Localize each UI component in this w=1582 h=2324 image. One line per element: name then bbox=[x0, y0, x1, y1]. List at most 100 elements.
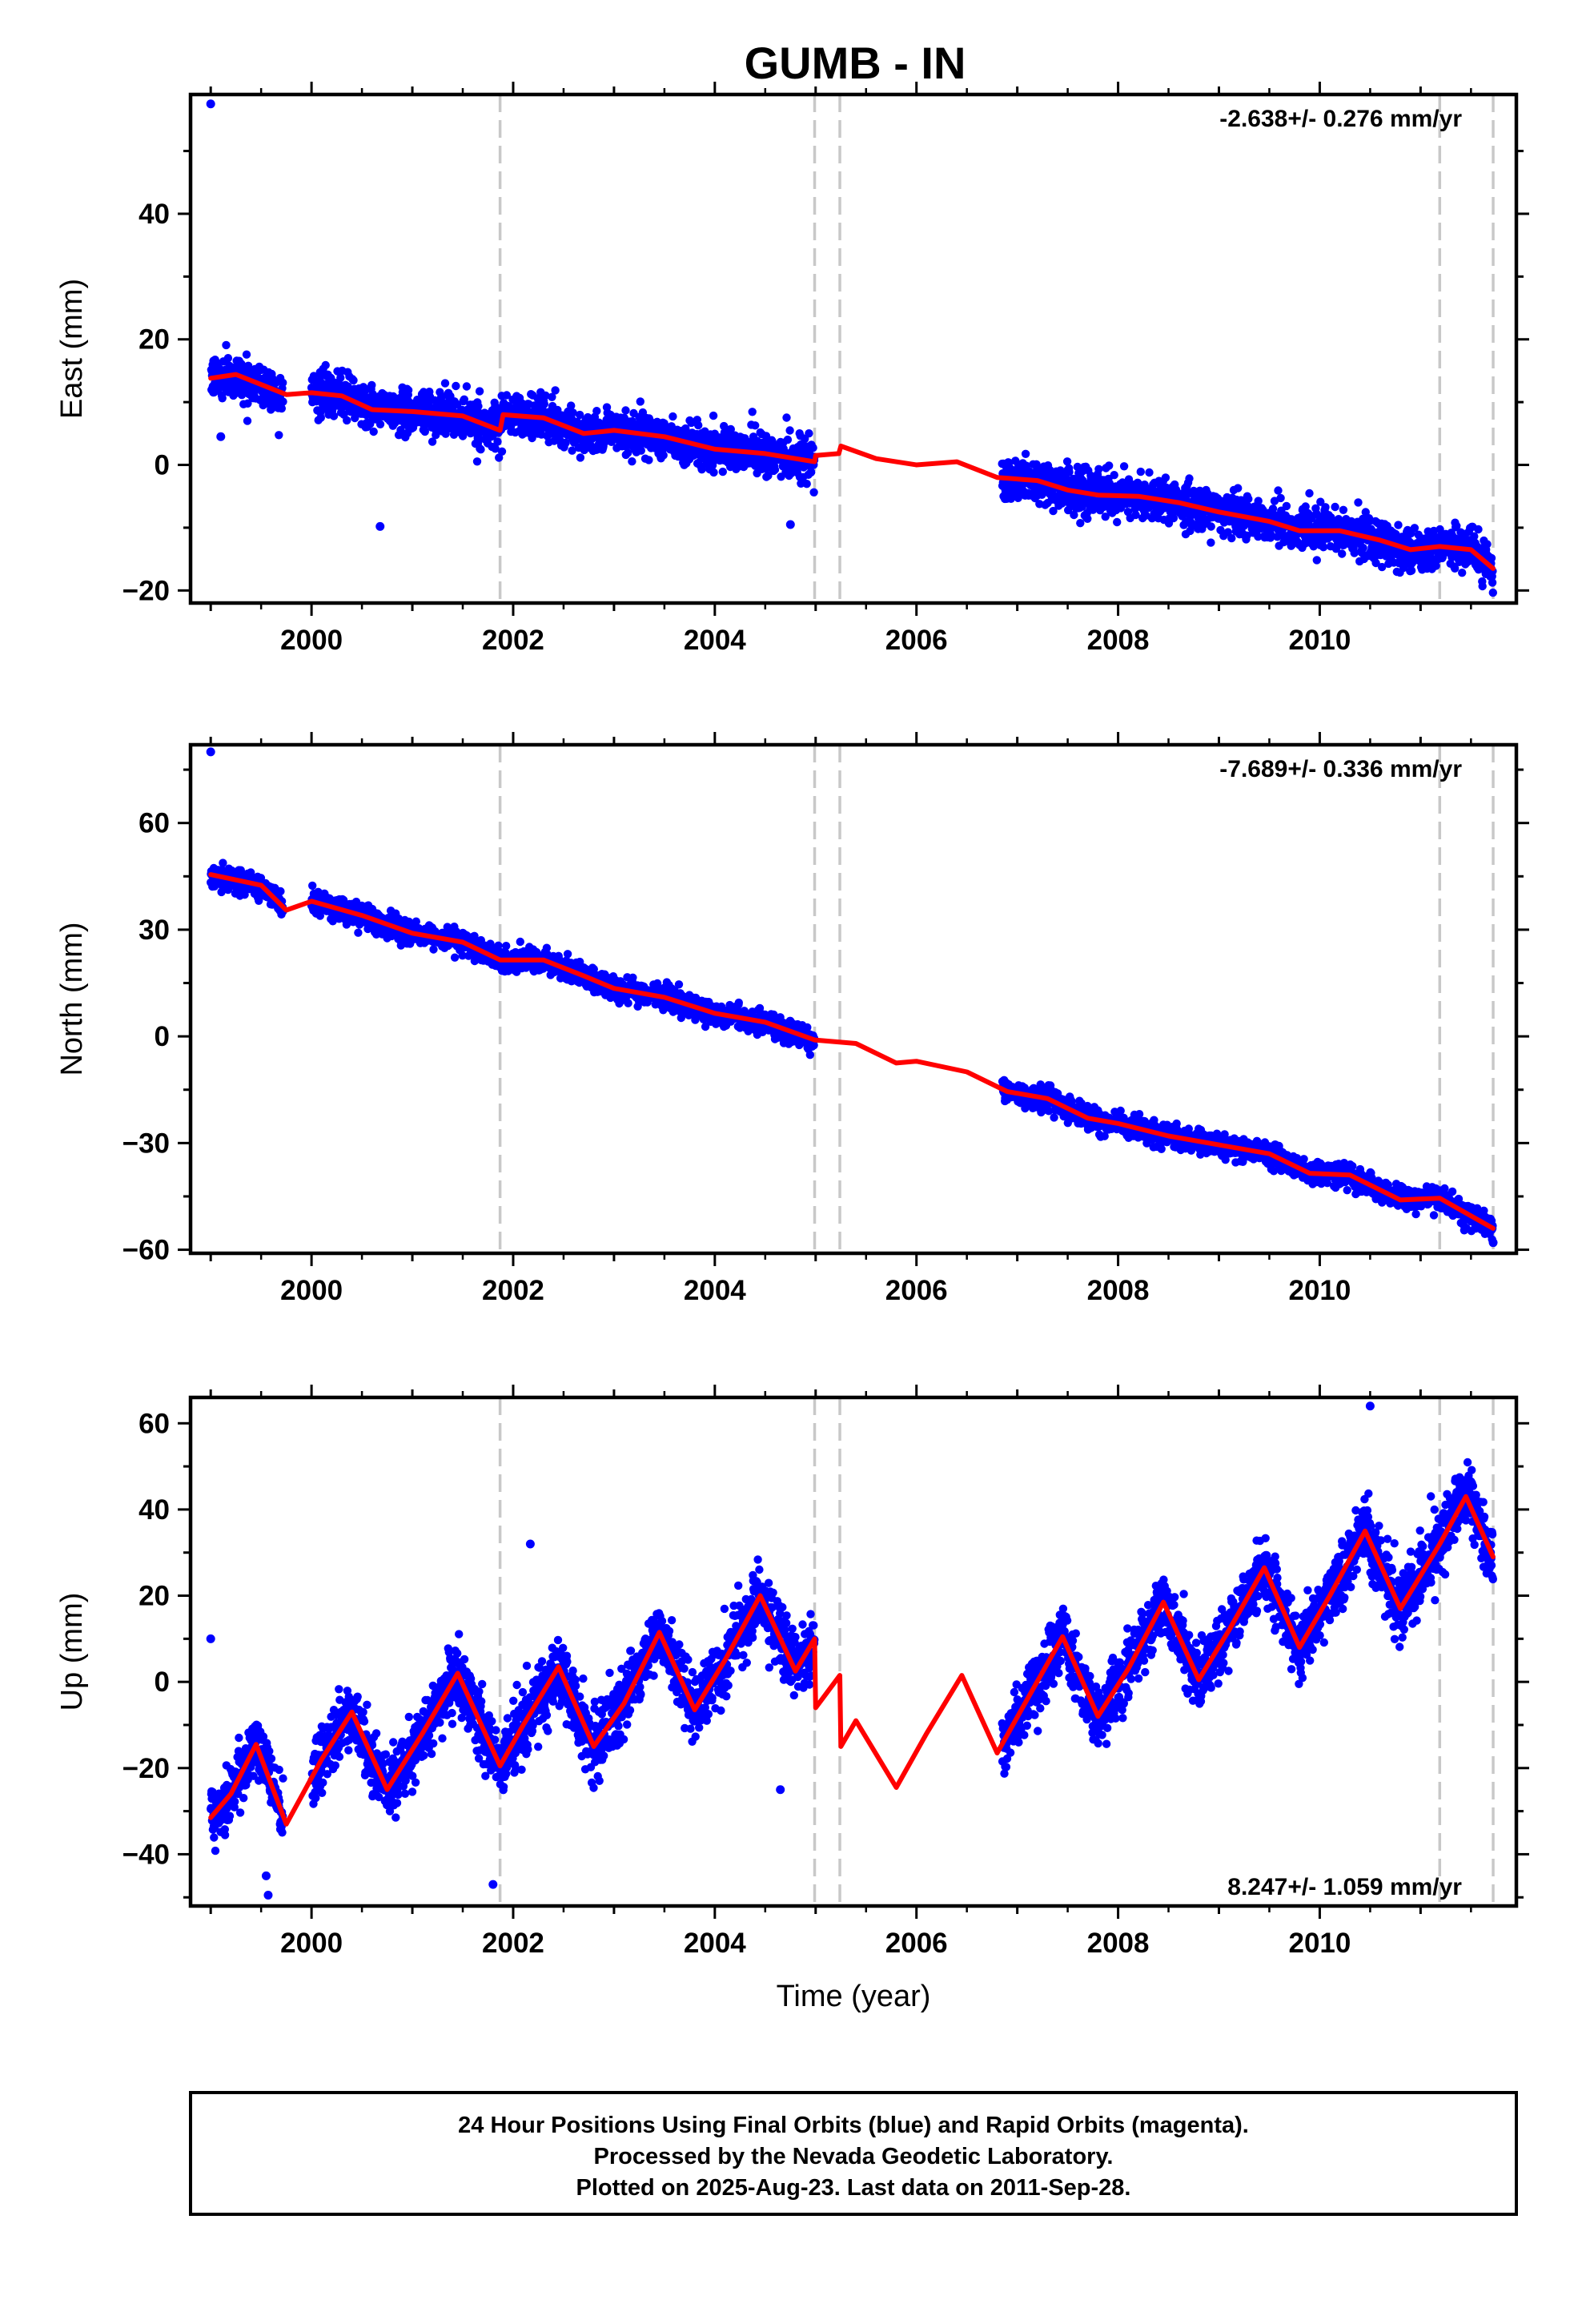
data-point bbox=[243, 361, 253, 370]
data-point bbox=[219, 858, 227, 867]
outlier-point-0 bbox=[206, 99, 215, 109]
data-point bbox=[1452, 521, 1461, 530]
x-axis: 2000 2002 2004 2006 2008 2010 bbox=[209, 82, 1472, 656]
data-point bbox=[764, 471, 773, 480]
data-point bbox=[1227, 533, 1236, 543]
data-point bbox=[223, 354, 233, 363]
data-point bbox=[366, 420, 375, 428]
data-point bbox=[1458, 569, 1467, 577]
data-point bbox=[369, 427, 378, 436]
data-point bbox=[563, 950, 572, 959]
y-tick-label: 40 bbox=[139, 199, 170, 230]
data-point bbox=[1487, 553, 1496, 563]
data-point bbox=[785, 426, 794, 435]
data-point bbox=[279, 378, 287, 388]
data-point bbox=[1254, 497, 1263, 505]
data-point bbox=[1021, 449, 1030, 458]
data-point bbox=[1407, 566, 1416, 575]
data-point bbox=[709, 411, 718, 420]
data-point bbox=[718, 467, 727, 476]
data-point bbox=[502, 391, 512, 400]
data-point bbox=[1319, 543, 1328, 552]
data-point bbox=[474, 402, 483, 411]
data-point bbox=[528, 433, 536, 443]
data-point bbox=[802, 480, 811, 489]
data-point bbox=[541, 391, 550, 400]
x-tick-label: 2000 bbox=[280, 625, 343, 656]
data-point bbox=[1359, 544, 1367, 553]
data-point bbox=[450, 953, 460, 962]
data-point bbox=[440, 379, 450, 388]
data-point bbox=[1274, 486, 1283, 495]
data-point bbox=[1483, 540, 1492, 549]
data-point bbox=[809, 444, 817, 452]
data-points bbox=[206, 99, 1498, 597]
data-point bbox=[452, 381, 460, 391]
data-point bbox=[1361, 508, 1371, 517]
outlier-point-2 bbox=[785, 520, 795, 529]
data-point bbox=[1062, 457, 1072, 466]
data-point bbox=[1169, 513, 1178, 523]
data-point bbox=[462, 382, 472, 391]
data-point bbox=[592, 407, 601, 416]
data-point bbox=[805, 429, 813, 438]
data-point bbox=[694, 420, 703, 430]
data-point bbox=[493, 437, 502, 446]
data-point bbox=[1113, 517, 1122, 527]
data-point bbox=[343, 382, 352, 391]
data-point bbox=[1076, 519, 1085, 528]
data-point bbox=[628, 457, 636, 466]
data-point bbox=[316, 413, 325, 422]
data-point bbox=[782, 413, 791, 422]
data-point bbox=[420, 427, 429, 436]
data-point bbox=[404, 386, 413, 395]
data-point bbox=[329, 412, 339, 420]
data-point bbox=[1312, 556, 1322, 565]
data-point bbox=[497, 447, 507, 456]
data-point bbox=[460, 395, 468, 404]
offset-lines bbox=[498, 745, 1495, 1253]
data-point bbox=[242, 350, 251, 359]
data-point bbox=[644, 456, 653, 464]
data-point bbox=[1207, 538, 1215, 547]
data-point bbox=[1267, 530, 1275, 539]
data-point bbox=[1307, 514, 1316, 523]
data-point bbox=[315, 911, 324, 920]
data-point bbox=[770, 465, 780, 474]
velocity-rate-label: -2.638+/- 0.276 mm/yr bbox=[1219, 106, 1462, 132]
data-point bbox=[240, 891, 249, 899]
data-point bbox=[576, 410, 584, 420]
data-point bbox=[349, 376, 358, 385]
data-point bbox=[697, 465, 706, 474]
data-point bbox=[275, 431, 283, 440]
data-point bbox=[308, 881, 317, 891]
data-point bbox=[1161, 473, 1170, 482]
north-panel: 2000 2002 2004 2006 2008 2010−60−3003060North… bbox=[55, 732, 1529, 1306]
data-point bbox=[1065, 468, 1074, 476]
data-point bbox=[495, 453, 504, 462]
outlier-point-3 bbox=[216, 432, 226, 441]
data-point bbox=[276, 887, 285, 896]
data-point bbox=[551, 386, 560, 395]
data-point bbox=[1470, 532, 1479, 541]
data-point bbox=[1316, 497, 1325, 506]
data-point bbox=[807, 468, 816, 476]
data-point bbox=[1276, 493, 1285, 503]
data-point bbox=[751, 421, 760, 430]
data-point bbox=[1105, 461, 1114, 470]
data-point bbox=[243, 399, 252, 408]
data-point bbox=[428, 437, 437, 446]
data-point bbox=[1305, 489, 1314, 498]
data-point bbox=[669, 412, 677, 421]
data-point bbox=[568, 446, 576, 455]
data-point bbox=[624, 448, 632, 457]
data-point bbox=[1338, 549, 1347, 558]
data-point bbox=[1145, 468, 1154, 477]
data-point bbox=[222, 340, 231, 350]
data-point bbox=[1049, 506, 1058, 516]
model-curve bbox=[208, 372, 1496, 571]
data-point bbox=[1488, 588, 1498, 597]
data-point bbox=[367, 380, 376, 390]
